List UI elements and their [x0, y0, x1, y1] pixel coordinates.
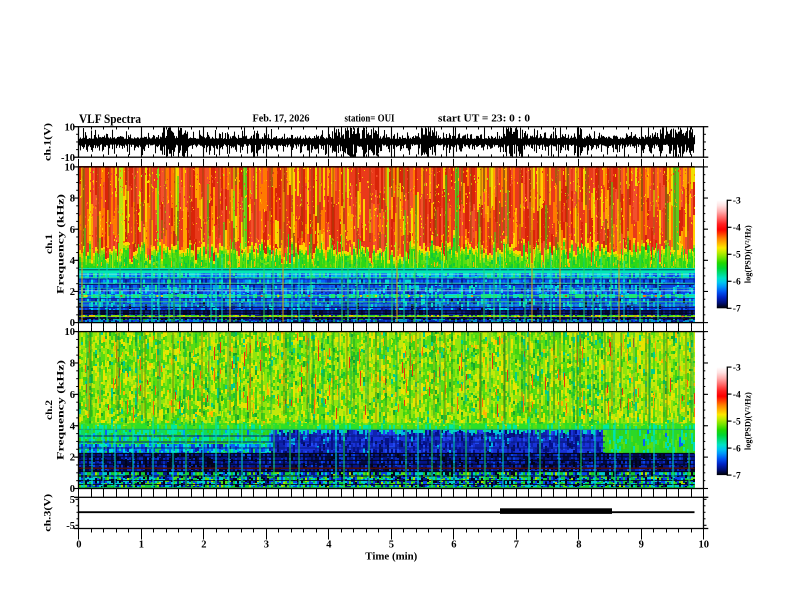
svg-text:0: 0 — [70, 318, 75, 329]
svg-text:10: 10 — [65, 163, 76, 174]
svg-text:6: 6 — [70, 390, 75, 401]
svg-text:7: 7 — [514, 539, 519, 550]
svg-text:2: 2 — [70, 453, 75, 464]
svg-text:Feb. 17, 2026: Feb. 17, 2026 — [253, 114, 310, 125]
svg-text:4: 4 — [70, 256, 76, 267]
svg-text:-4: -4 — [733, 224, 741, 234]
svg-text:-5: -5 — [733, 417, 741, 427]
svg-text:-5: -5 — [733, 251, 741, 261]
svg-text:6: 6 — [451, 539, 456, 550]
svg-text:station= OUI: station= OUI — [345, 114, 395, 125]
svg-text:ch.1: ch.1 — [44, 234, 55, 254]
svg-text:3: 3 — [264, 539, 269, 550]
svg-text:ch.2: ch.2 — [44, 400, 55, 420]
svg-text:-7: -7 — [733, 305, 741, 315]
svg-text:2: 2 — [201, 539, 206, 550]
svg-text:8: 8 — [70, 359, 75, 370]
svg-text:Frequency (kHz): Frequency (kHz) — [56, 360, 67, 460]
svg-text:-6: -6 — [733, 278, 741, 288]
svg-text:VLF Spectra: VLF Spectra — [79, 112, 142, 126]
svg-text:Frequency (kHz): Frequency (kHz) — [56, 194, 67, 294]
svg-text:Time (min): Time (min) — [365, 551, 417, 563]
svg-text:ch.3(V): ch.3(V) — [43, 494, 54, 532]
svg-text:-3: -3 — [733, 197, 741, 207]
svg-text:8: 8 — [576, 539, 581, 550]
svg-text:start UT = 23: 0 : 0: start UT = 23: 0 : 0 — [438, 114, 530, 125]
svg-text:log(PSD)(V²/Hz): log(PSD)(V²/Hz) — [743, 392, 752, 450]
svg-text:10: 10 — [65, 327, 76, 338]
svg-text:-6: -6 — [733, 444, 741, 454]
svg-text:-10: -10 — [61, 153, 75, 164]
svg-text:4: 4 — [326, 539, 332, 550]
svg-text:10: 10 — [65, 122, 76, 133]
svg-text:10: 10 — [699, 539, 710, 550]
svg-text:4: 4 — [70, 421, 76, 432]
svg-text:5: 5 — [389, 539, 394, 550]
svg-text:-5: -5 — [66, 521, 75, 532]
svg-text:-7: -7 — [733, 471, 741, 481]
svg-text:log(PSD)(V²/Hz): log(PSD)(V²/Hz) — [743, 225, 752, 283]
svg-text:2: 2 — [70, 287, 75, 298]
svg-text:9: 9 — [639, 539, 644, 550]
svg-text:ch.1(V): ch.1(V) — [43, 123, 54, 161]
svg-text:1: 1 — [139, 539, 144, 550]
svg-text:8: 8 — [70, 194, 75, 205]
svg-text:6: 6 — [70, 225, 75, 236]
svg-text:-4: -4 — [733, 390, 741, 400]
svg-text:0: 0 — [76, 539, 81, 550]
svg-text:-3: -3 — [733, 363, 741, 373]
svg-text:5: 5 — [70, 495, 75, 506]
svg-text:0: 0 — [70, 484, 75, 495]
